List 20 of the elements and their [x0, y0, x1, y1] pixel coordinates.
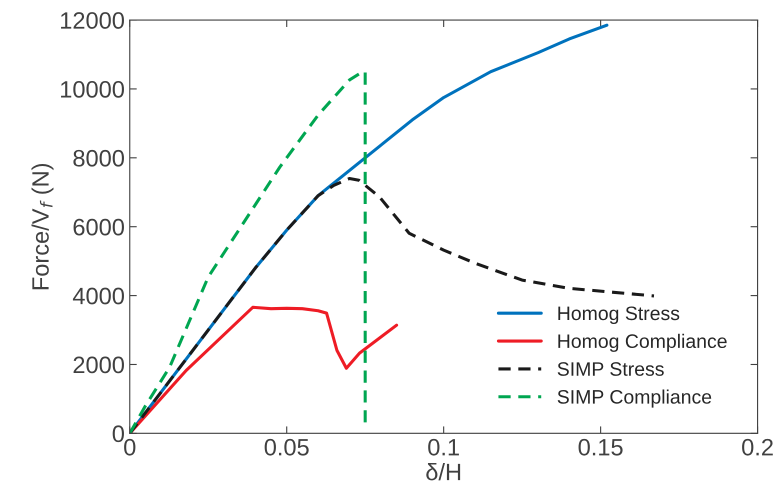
y-axis-title: Force/V$_{f}$ (N): [32, 164, 54, 290]
legend-label: SIMP Stress: [558, 362, 664, 376]
x-tick-label: 0: [124, 438, 136, 456]
y-tick-label: 0: [112, 425, 124, 442]
y-tick-label: 8000: [73, 150, 124, 167]
line-series: [130, 306, 398, 434]
y-tick-label: 2000: [74, 356, 124, 374]
line-series: [130, 70, 367, 434]
x-tick-label: 0.2: [742, 438, 773, 456]
legend-label: Homog Stress: [558, 306, 680, 324]
y-tick-label: 6000: [74, 218, 124, 236]
y-tick-label: 4000: [72, 288, 124, 304]
x-tick-label: 0.05: [264, 438, 309, 456]
x-axis-title: δ/H: [426, 463, 460, 480]
legend-label: SIMP Compliance: [558, 389, 712, 408]
y-tick-label: 12000: [61, 12, 124, 29]
legend-label: Homog Compliance: [558, 334, 727, 352]
y-tick-label: 10000: [61, 80, 124, 98]
x-tick-label: 0.1: [428, 438, 459, 456]
x-tick-label: 0.15: [578, 438, 623, 456]
